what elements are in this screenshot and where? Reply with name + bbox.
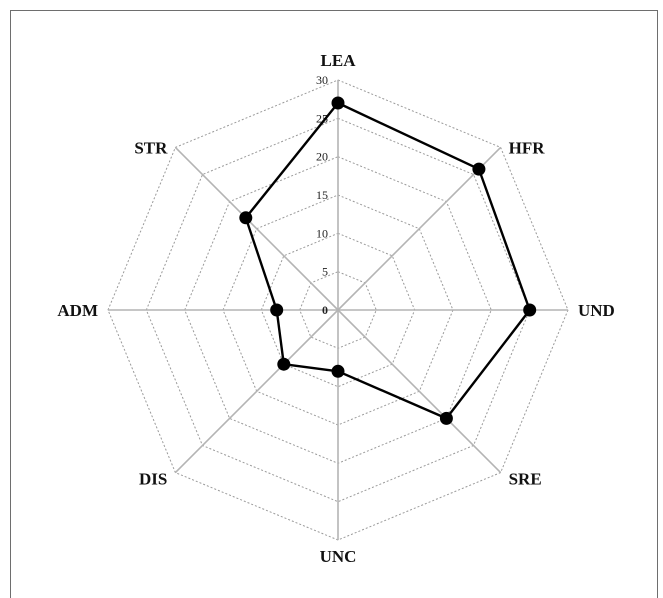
tick-label-layer: 0 5 10 15 20 25 30: [316, 73, 328, 317]
axis-spoke: [337, 146, 502, 311]
tick-label: 15: [316, 188, 328, 202]
tick-label: 20: [316, 150, 328, 164]
tick-label: 10: [316, 226, 328, 240]
axis-label-und: UND: [578, 301, 615, 320]
axis-spoke: [174, 146, 339, 311]
tick-label: 5: [322, 265, 328, 279]
axis-spoke: [174, 309, 339, 474]
tick-label: 25: [316, 111, 328, 125]
tick-label: 30: [316, 73, 328, 87]
data-point-hfr: [472, 162, 486, 176]
axis-label-lea: LEA: [321, 51, 357, 70]
data-point-und: [523, 303, 537, 317]
data-point-unc: [331, 364, 345, 378]
tick-label: 0: [322, 303, 328, 317]
data-point-sre: [439, 411, 453, 425]
grid-layer: [107, 79, 569, 541]
grid-ring: [145, 117, 531, 503]
axis-label-sre: SRE: [509, 470, 542, 489]
axis-label-adm: ADM: [57, 301, 98, 320]
data-point-dis: [277, 357, 291, 371]
axis-label-layer: LEA HFR UND SRE UNC DIS ADM STR: [57, 51, 614, 566]
series-layer: [239, 96, 537, 425]
axis-label-str: STR: [134, 138, 168, 157]
chart-frame: [10, 10, 658, 598]
axis-label-dis: DIS: [139, 470, 167, 489]
data-point-lea: [331, 96, 345, 110]
axis-label-unc: UNC: [320, 547, 357, 566]
data-point-str: [239, 211, 253, 225]
axis-label-hfr: HFR: [509, 138, 546, 157]
data-point-adm: [270, 303, 284, 317]
axis-spoke: [337, 309, 502, 474]
